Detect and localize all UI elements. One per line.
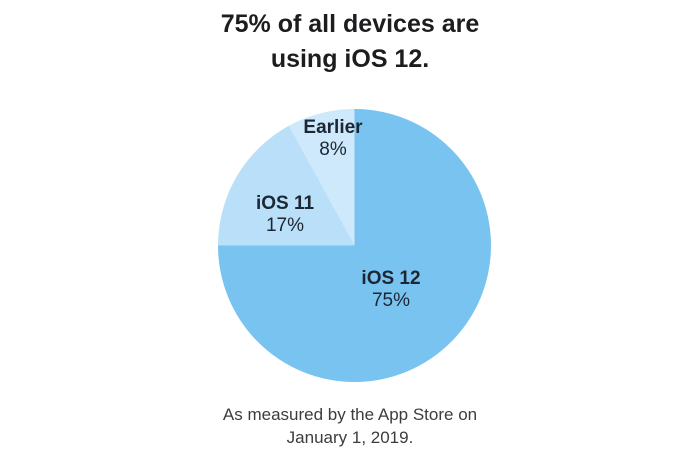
pie-slice-ios11-name: iOS 11: [255, 193, 315, 214]
chart-caption-line2: January 1, 2019.: [286, 428, 414, 447]
pie-chart: [218, 109, 491, 382]
pie-slice-label-earlier: Earlier 8%: [303, 117, 362, 161]
pie-slice-ios11-percent: 17%: [265, 215, 305, 236]
chart-title-line2: using iOS 12.: [270, 45, 430, 73]
chart-title: 75% of all devices are using iOS 12.: [0, 7, 700, 77]
pie-slice-label-ios12: iOS 12 75%: [361, 268, 420, 312]
pie-slice-earlier-percent: 8%: [319, 139, 347, 160]
chart-caption-line1: As measured by the App Store on: [222, 405, 478, 424]
chart-title-line1: 75% of all devices are: [220, 10, 480, 38]
pie-slice-ios12-name: iOS 12: [361, 268, 421, 289]
chart-caption: As measured by the App Store on January …: [0, 403, 700, 449]
pie-slice-label-ios11: iOS 11 17%: [256, 193, 314, 237]
pie-slice-ios12-percent: 75%: [371, 290, 411, 311]
pie-slice-earlier-name: Earlier: [303, 117, 363, 138]
